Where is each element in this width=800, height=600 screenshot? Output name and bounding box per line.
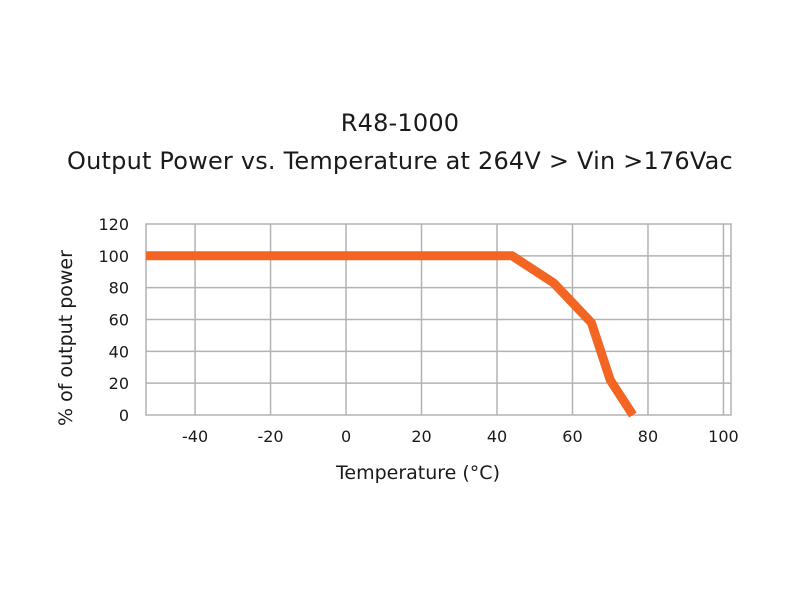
- data-point: [145, 255, 147, 257]
- chart-title: R48-1000: [340, 109, 460, 137]
- x-tick-label: -40: [182, 427, 208, 446]
- y-tick-label: 20: [109, 374, 129, 393]
- x-tick-label: 80: [638, 427, 658, 446]
- derating-curve-line: [146, 251, 637, 418]
- x-tick-label: 0: [341, 427, 351, 446]
- x-tick-label: -20: [257, 427, 283, 446]
- x-axis-title: Temperature (°C): [336, 462, 500, 484]
- x-tick-label: 60: [562, 427, 582, 446]
- y-axis-title: % of output power: [55, 250, 77, 426]
- y-tick-label: 0: [119, 406, 129, 425]
- x-tick-label: 20: [411, 427, 431, 446]
- grid: [145, 223, 732, 416]
- data-point: [632, 414, 634, 416]
- x-tick-label: 40: [487, 427, 507, 446]
- data-point: [553, 282, 555, 284]
- data-point: [609, 379, 611, 381]
- data-point: [511, 255, 513, 257]
- y-tick-label: 120: [98, 215, 129, 234]
- y-tick-label: 100: [98, 247, 129, 266]
- chart-title-block: R48-1000 Output Power vs. Temperature at…: [0, 104, 800, 180]
- tick-labels: -40 -20 0 20 40 60 80 100 0 20 40 60 80 100 120: [98, 215, 738, 446]
- x-tick-label: 100: [708, 427, 739, 446]
- series-layer: [145, 251, 637, 418]
- y-tick-label: 40: [109, 342, 129, 361]
- y-tick-label: 80: [109, 279, 129, 298]
- chart-subtitle: Output Power vs. Temperature at 264V > V…: [67, 147, 733, 175]
- y-tick-label: 60: [109, 311, 129, 330]
- data-point: [496, 255, 498, 257]
- data-point: [590, 322, 592, 324]
